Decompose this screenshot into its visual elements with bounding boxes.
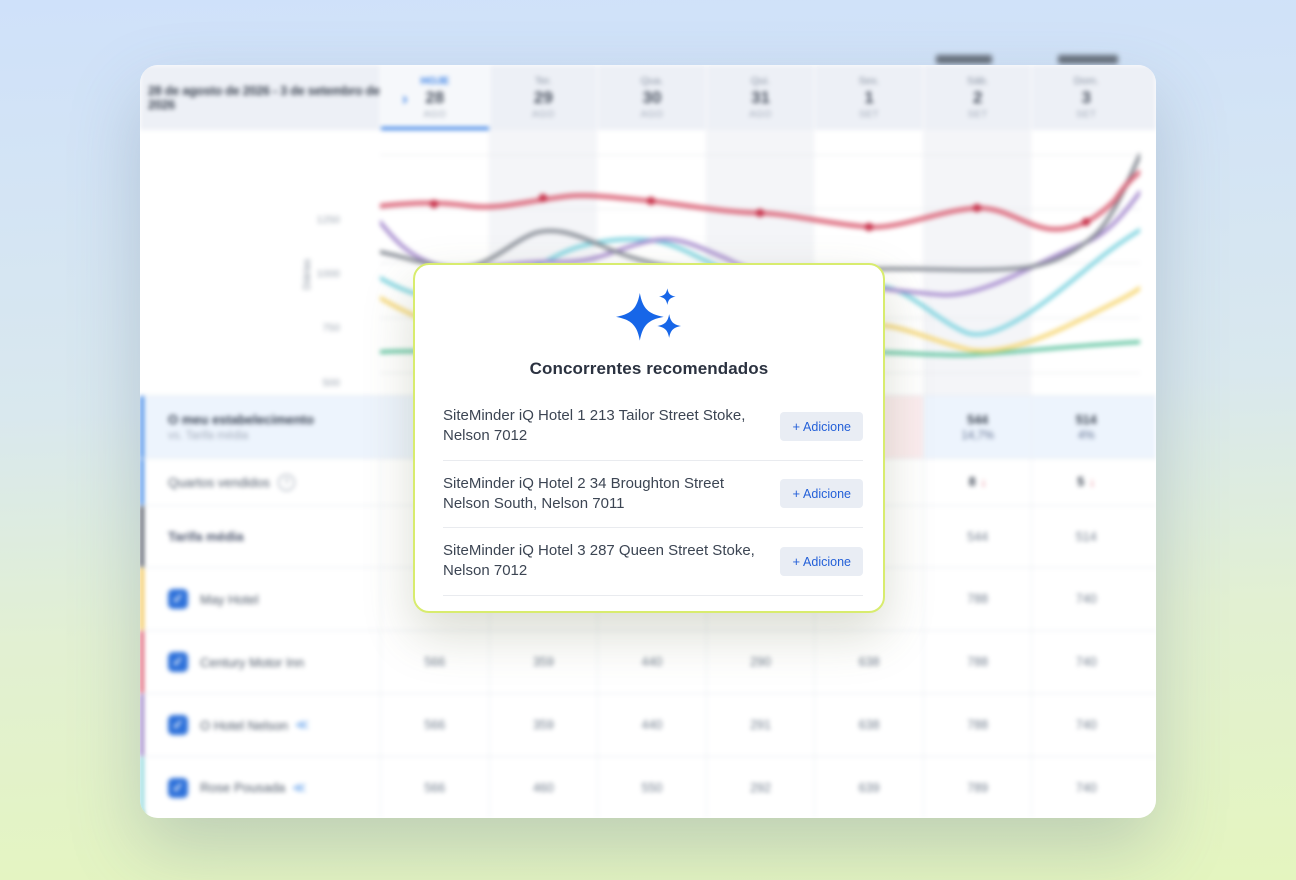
row-accent [140, 396, 144, 458]
cell: 440 [597, 631, 706, 693]
calendar-header: 28 de agosto de 2026 - 3 de setembro de … [140, 65, 1156, 130]
checkbox-checked[interactable]: ✓ [168, 777, 188, 798]
comparison-table: O meu estabelecimento vs. Tarifa média 5… [140, 395, 1156, 818]
cell [380, 506, 489, 567]
competitor-name: SiteMinder iQ Hotel 2 34 Broughton Stree… [443, 474, 724, 512]
day-column-3[interactable]: Dom. 3 SET [1031, 65, 1140, 130]
row-accent [140, 568, 144, 630]
cell: 550 [597, 757, 706, 818]
chevron-right-icon[interactable]: › [402, 89, 408, 108]
cell: 5 ↓ [1031, 459, 1140, 505]
cell: 789 [922, 757, 1032, 818]
arrow-down-icon: ↓ [980, 475, 987, 489]
row-label: O meu estabelecimento [168, 412, 314, 427]
cell: 544 14,7% [922, 396, 1032, 458]
plus-icon: + [792, 418, 801, 434]
row-label: Quartos vendidos [168, 474, 270, 490]
cell: 638 [814, 694, 923, 756]
checkbox-checked[interactable]: ✓ [168, 652, 188, 672]
row-accent [140, 459, 144, 505]
y-tick: 500 [322, 377, 340, 389]
cell: 440 [597, 694, 706, 756]
checkbox-checked[interactable]: ✓ [168, 715, 188, 735]
cell: 566 [380, 757, 489, 818]
cell: 788 [922, 694, 1032, 756]
cell: 639 [814, 757, 923, 818]
y-tick: 1000 [316, 268, 340, 280]
day-column-29[interactable]: Ter. 29 AGO [488, 65, 598, 130]
arrow-down-icon: ↓ [1089, 475, 1096, 489]
day-column-1[interactable]: Sex. 1 SET [814, 65, 923, 130]
date-range[interactable]: 28 de agosto de 2026 - 3 de setembro de … [140, 65, 380, 130]
insight-icon: ≪ [292, 779, 306, 795]
line-red [380, 169, 1140, 232]
cell: 359 [488, 631, 598, 693]
table-row-rose-pousada[interactable]: ✓ Rose Pousada ≪ 566 460 550 292 639 789… [140, 756, 1156, 818]
competitor-list-item: SiteMinder iQ Hotel 1 213 Tailor Street … [443, 393, 863, 461]
day-column-28[interactable]: HOJE 28 AGO [380, 65, 489, 130]
row-sublabel: vs. Tarifa média [168, 430, 249, 442]
recommended-competitors-modal: Concorrentes recomendados SiteMinder iQ … [413, 263, 885, 613]
clipped-text-fragment [936, 55, 992, 64]
add-competitor-button[interactable]: + Adicione [780, 546, 863, 576]
row-label: Rose Pousada [200, 780, 286, 795]
plus-icon: + [792, 553, 801, 569]
cell: 566 [380, 694, 489, 756]
y-tick: 750 [322, 322, 340, 334]
cell: 788 [922, 568, 1032, 630]
plus-icon: + [792, 486, 801, 502]
row-label: May Hotel [200, 591, 259, 607]
y-tick: 1250 [316, 214, 340, 226]
cell: 740 [1031, 631, 1140, 693]
cell: 740 [1031, 757, 1140, 818]
cell: 740 [1031, 694, 1140, 756]
cell: 544 [922, 506, 1032, 567]
row-accent [140, 757, 144, 818]
row-label: O Hotel Nelson [200, 717, 289, 733]
cell: 514 [1031, 506, 1140, 567]
cell [380, 459, 489, 505]
row-accent [140, 506, 144, 567]
cell: 740 [1031, 568, 1140, 630]
cell: 638 [814, 631, 923, 693]
question-mark-icon[interactable]: ? [277, 473, 295, 491]
row-label: Century Motor Inn [200, 654, 305, 670]
day-column-31[interactable]: Qui. 31 AGO [705, 65, 815, 130]
cell: 359 [488, 694, 598, 756]
cell [380, 396, 489, 458]
cell: 8 ↓ [922, 459, 1032, 505]
row-accent [140, 694, 144, 756]
insight-icon: ≪ [295, 717, 309, 732]
add-competitor-button[interactable]: + Adicione [780, 479, 863, 509]
day-column-2[interactable]: Sáb. 2 SET [922, 65, 1032, 130]
add-competitor-button[interactable]: + Adicione [780, 411, 863, 441]
y-axis-label: Diárias [302, 258, 313, 290]
cell: 291 [705, 694, 815, 756]
cell: 514 4% [1031, 396, 1140, 458]
sparkle-icon [415, 287, 883, 343]
cell: 290 [705, 631, 815, 693]
modal-title: Concorrentes recomendados [529, 359, 769, 378]
day-columns: HOJE 28 AGO Ter. 29 AGO Qua. 30 AGO Qui.… [380, 65, 1140, 130]
clipped-text-fragment [1058, 55, 1118, 64]
checkbox-checked[interactable]: ✓ [168, 589, 188, 609]
row-accent [140, 631, 144, 693]
cell: 788 [922, 631, 1032, 693]
row-label: Tarifa média [168, 529, 244, 544]
cell [380, 568, 489, 630]
table-row-o-hotel-nelson[interactable]: ✓ O Hotel Nelson ≪ 566 359 440 291 638 7… [140, 693, 1156, 756]
cell: 460 [488, 757, 598, 818]
cell: 566 [380, 631, 489, 693]
row-accent-next [140, 812, 144, 818]
day-column-30[interactable]: Qua. 30 AGO [597, 65, 706, 130]
competitor-list-item: SiteMinder iQ Hotel 2 34 Broughton Stree… [443, 461, 863, 528]
date-range-label: 28 de agosto de 2026 - 3 de setembro de … [148, 83, 380, 112]
table-row-century-motor-inn[interactable]: ✓ Century Motor Inn 566 359 440 290 638 … [140, 630, 1156, 693]
competitor-list: SiteMinder iQ Hotel 1 213 Tailor Street … [443, 393, 863, 596]
competitor-name: SiteMinder iQ Hotel 3 287 Queen Street S… [443, 542, 755, 580]
competitor-list-item: SiteMinder iQ Hotel 3 287 Queen Street S… [443, 528, 863, 596]
competitor-name: SiteMinder iQ Hotel 1 213 Tailor Street … [443, 407, 746, 445]
cell: 292 [705, 757, 815, 818]
